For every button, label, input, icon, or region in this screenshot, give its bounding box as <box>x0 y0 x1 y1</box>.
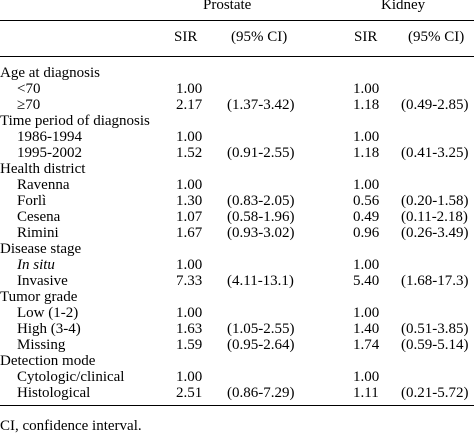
kidney-ci: (0.51-3.85) <box>401 321 469 337</box>
prostate-sir: 1.00 <box>176 129 203 145</box>
prostate-ci: (1.05-2.55) <box>227 321 295 337</box>
prostate-ci: (1.37-3.42) <box>227 97 295 113</box>
prostate-sir: 1.67 <box>176 225 203 241</box>
row-label: <70 <box>17 81 41 97</box>
section-title: Detection mode <box>0 353 96 369</box>
kidney-ci: (0.20-1.58) <box>401 193 469 209</box>
row-label: Cesena <box>17 209 61 225</box>
kidney-sir: 1.74 <box>353 337 380 353</box>
footnote: CI, confidence interval. <box>0 418 142 434</box>
prostate-ci: (4.11-13.1) <box>227 273 294 289</box>
row-label: ≥70 <box>17 97 41 113</box>
kidney-sir: 5.40 <box>353 273 380 289</box>
section-title: Disease stage <box>0 241 82 257</box>
kidney-ci: (0.21-5.72) <box>401 385 469 401</box>
kidney-ci: (1.68-17.3) <box>401 273 469 289</box>
section-title: Time period of diagnosis <box>0 113 150 129</box>
kidney-sir: 1.00 <box>353 129 380 145</box>
kidney-sir: 0.56 <box>353 193 380 209</box>
prostate-sir: 2.17 <box>176 97 203 113</box>
row-label: Low (1-2) <box>17 305 79 321</box>
section-title: Age at diagnosis <box>0 65 100 81</box>
header-kidney: Kidney <box>381 0 426 13</box>
prostate-sir: 1.00 <box>176 81 203 97</box>
prostate-sir: 1.30 <box>176 193 203 209</box>
kidney-sir: 1.00 <box>353 257 380 273</box>
prostate-ci: (0.91-2.55) <box>227 145 295 161</box>
kidney-sir: 1.00 <box>353 369 380 385</box>
rule-bottom <box>0 405 474 406</box>
rule-header <box>0 56 474 57</box>
kidney-ci: (0.41-3.25) <box>401 145 469 161</box>
kidney-sir: 0.96 <box>353 225 380 241</box>
kidney-ci: (0.59-5.14) <box>401 337 469 353</box>
kidney-ci: (0.11-2.18) <box>401 209 468 225</box>
kidney-ci: (0.26-3.49) <box>401 225 469 241</box>
row-label: Histological <box>17 385 91 401</box>
row-label: Invasive <box>17 273 68 289</box>
subheader-kidney-ci: (95% CI) <box>408 29 465 45</box>
kidney-sir: 1.11 <box>353 385 379 401</box>
prostate-sir: 1.07 <box>176 209 203 225</box>
subheader-prostate-sir: SIR <box>174 29 198 45</box>
row-label: In situ <box>17 257 55 273</box>
prostate-sir: 2.51 <box>176 385 203 401</box>
section-title: Health district <box>0 161 86 177</box>
prostate-sir: 1.00 <box>176 369 203 385</box>
rule-top <box>0 20 474 21</box>
kidney-sir: 1.00 <box>353 305 380 321</box>
prostate-sir: 7.33 <box>176 273 203 289</box>
prostate-ci: (0.86-7.29) <box>227 385 295 401</box>
prostate-sir: 1.63 <box>176 321 203 337</box>
subheader-prostate-ci: (95% CI) <box>231 29 288 45</box>
kidney-sir: 1.00 <box>353 177 380 193</box>
kidney-ci: (0.49-2.85) <box>401 97 469 113</box>
row-label: Ravenna <box>17 177 70 193</box>
prostate-ci: (0.83-2.05) <box>227 193 295 209</box>
kidney-sir: 1.18 <box>353 97 380 113</box>
row-label: Missing <box>17 337 66 353</box>
kidney-sir: 0.49 <box>353 209 380 225</box>
header-prostate: Prostate <box>203 0 252 13</box>
subheader-kidney-sir: SIR <box>354 29 378 45</box>
row-label: Forlì <box>17 193 47 209</box>
prostate-ci: (0.93-3.02) <box>227 225 295 241</box>
row-label: Rimini <box>17 225 59 241</box>
row-label: 1995-2002 <box>17 145 82 161</box>
row-label: 1986-1994 <box>17 129 82 145</box>
kidney-sir: 1.40 <box>353 321 380 337</box>
row-label: Cytologic/clinical <box>17 369 125 385</box>
row-label: High (3-4) <box>17 321 81 337</box>
prostate-sir: 1.59 <box>176 337 203 353</box>
section-title: Tumor grade <box>0 289 78 305</box>
prostate-ci: (0.95-2.64) <box>227 337 295 353</box>
prostate-sir: 1.52 <box>176 145 203 161</box>
prostate-ci: (0.58-1.96) <box>227 209 295 225</box>
prostate-sir: 1.00 <box>176 257 203 273</box>
prostate-sir: 1.00 <box>176 305 203 321</box>
kidney-sir: 1.00 <box>353 81 380 97</box>
prostate-sir: 1.00 <box>176 177 203 193</box>
kidney-sir: 1.18 <box>353 145 380 161</box>
